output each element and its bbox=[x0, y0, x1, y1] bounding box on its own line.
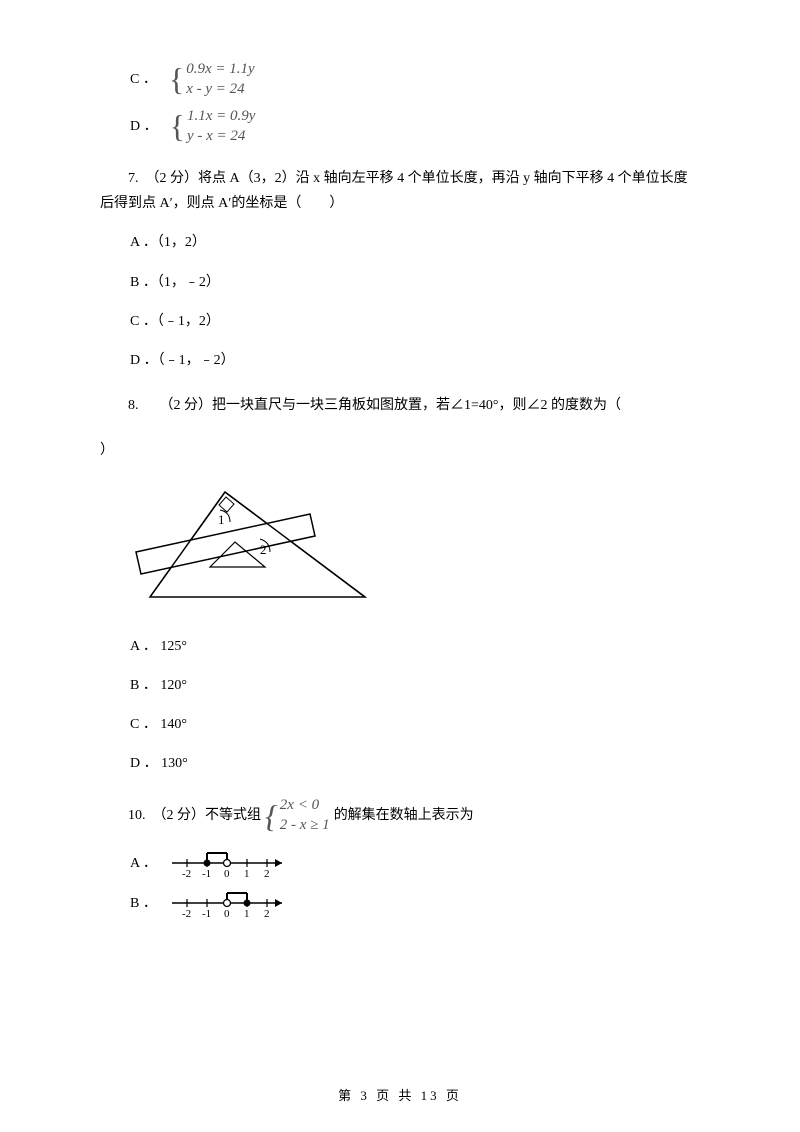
q10-option-b: B ． -2 -1 0 1 2 bbox=[130, 885, 700, 921]
brace-icon: { bbox=[265, 805, 278, 827]
question-10-text: 10. （2 分）不等式组 { 2x < 0 2 - x ≥ 1 的解集在数轴上… bbox=[128, 796, 700, 835]
arrow-icon bbox=[275, 859, 282, 867]
equation-line: y - x = 24 bbox=[187, 127, 255, 147]
brace-icon: { bbox=[169, 68, 184, 90]
q8-option-d: D ． 130° bbox=[130, 751, 700, 776]
option-label: C ． bbox=[130, 67, 157, 92]
equation-line: 2x < 0 bbox=[280, 796, 330, 816]
question-8-text-line2: ） bbox=[100, 438, 700, 463]
tick-label: 0 bbox=[224, 868, 230, 880]
tick-label: -2 bbox=[182, 868, 191, 880]
page-footer: 第 3 页 共 13 页 bbox=[0, 1084, 800, 1107]
equation-line: 2 - x ≥ 1 bbox=[280, 816, 330, 836]
option-label: D ． bbox=[130, 114, 158, 139]
ruler-outline bbox=[136, 514, 315, 574]
equation-line: 0.9x = 1.1y bbox=[186, 60, 254, 80]
tick-label: 2 bbox=[264, 868, 270, 880]
open-dot-icon bbox=[223, 860, 230, 867]
q7-option-c: C ．（﹣1，2） bbox=[130, 309, 700, 334]
tick-label: -1 bbox=[202, 908, 211, 920]
arrow-icon bbox=[275, 899, 282, 907]
q8-option-b: B ． 120° bbox=[130, 673, 700, 698]
question-8-text-line1: 8. （2 分）把一块直尺与一块三角板如图放置，若∠1=40°，则∠2 的度数为… bbox=[100, 393, 700, 418]
brace-icon: { bbox=[170, 115, 185, 137]
open-dot-icon bbox=[223, 900, 230, 907]
equation-line: x - y = 24 bbox=[186, 80, 254, 100]
closed-dot-icon bbox=[243, 900, 250, 907]
angle-label-1: 1 bbox=[218, 512, 225, 527]
tick-label: 2 bbox=[264, 908, 270, 920]
q7-option-b: B ．（1，﹣2） bbox=[130, 270, 700, 295]
q8-option-a: A ． 125° bbox=[130, 634, 700, 659]
q6-option-c: C ． { 0.9x = 1.1y x - y = 24 bbox=[130, 60, 700, 99]
q6-option-d: D ． { 1.1x = 0.9y y - x = 24 bbox=[130, 107, 700, 146]
equation-system: { 1.1x = 0.9y y - x = 24 bbox=[170, 107, 256, 146]
tick-label: 0 bbox=[224, 908, 230, 920]
right-angle-marker bbox=[219, 497, 234, 512]
angle-label-2: 2 bbox=[260, 542, 267, 557]
diagram-svg: 1 2 bbox=[130, 482, 380, 607]
q7-option-a: A ．（1，2） bbox=[130, 230, 700, 255]
tick-label: -1 bbox=[202, 868, 211, 880]
q10-option-a: A ． -2 -1 0 1 2 bbox=[130, 845, 700, 881]
tick-label: 1 bbox=[244, 908, 250, 920]
tick-label: 1 bbox=[244, 868, 250, 880]
tick-label: -2 bbox=[182, 908, 191, 920]
number-line-a: -2 -1 0 1 2 bbox=[167, 845, 297, 881]
q10-prefix: 10. （2 分）不等式组 bbox=[128, 803, 261, 828]
q10-suffix: 的解集在数轴上表示为 bbox=[334, 803, 474, 828]
equation-line: 1.1x = 0.9y bbox=[187, 107, 255, 127]
triangle-ruler-diagram: 1 2 bbox=[130, 482, 700, 616]
equation-system: { 0.9x = 1.1y x - y = 24 bbox=[169, 60, 255, 99]
question-7-text: 7. （2 分）将点 A（3，2）沿 x 轴向左平移 4 个单位长度，再沿 y … bbox=[100, 166, 700, 216]
option-label: A ． bbox=[130, 851, 157, 876]
number-line-b: -2 -1 0 1 2 bbox=[167, 885, 297, 921]
q8-option-c: C ． 140° bbox=[130, 712, 700, 737]
option-label: B ． bbox=[130, 891, 157, 916]
closed-dot-icon bbox=[203, 860, 210, 867]
q7-option-d: D ．（﹣1，﹣2） bbox=[130, 348, 700, 373]
